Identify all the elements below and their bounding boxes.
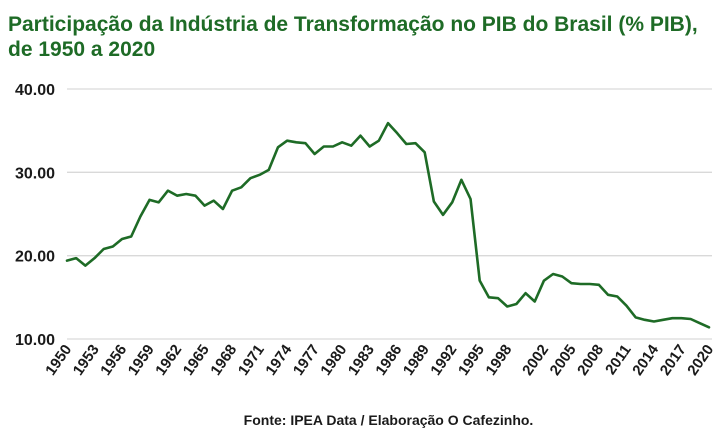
x-tick-label: 2017: [657, 342, 690, 379]
y-tick-label: 40.00: [15, 82, 55, 99]
x-tick-label: 2011: [602, 342, 635, 378]
series-line-0: [65, 121, 711, 329]
x-tick-label: 2005: [547, 342, 580, 379]
x-tick-label: 1986: [372, 342, 405, 379]
x-tick-label: 2014: [629, 341, 662, 379]
x-tick-label: 1980: [317, 342, 350, 379]
gridlines: [67, 88, 712, 340]
chart-title: Participação da Indústria de Transformaç…: [8, 13, 698, 61]
series-layer: [65, 121, 711, 329]
y-tick-label: 30.00: [15, 165, 55, 182]
x-tick-label: 1956: [97, 342, 130, 379]
y-axis-tick-labels: 10.00 20.00 30.00 40.00: [15, 82, 55, 349]
x-tick-label: 1983: [345, 342, 378, 379]
y-tick-label: 10.00: [15, 332, 55, 349]
x-tick-label: 2002: [519, 342, 552, 379]
x-tick-label: 1953: [70, 342, 103, 379]
y-tick-label: 20.00: [15, 249, 55, 266]
x-tick-label: 1998: [482, 342, 515, 379]
source-note: Fonte: IPEA Data / Elaboração O Cafezinh…: [243, 412, 534, 428]
x-tick-label: 1977: [290, 342, 323, 379]
x-tick-label: 1995: [455, 342, 488, 379]
x-axis-tick-labels: 1950195319561959196219651968197119741977…: [42, 341, 717, 379]
x-tick-label: 1989: [400, 342, 433, 379]
x-tick-label: 1974: [262, 341, 295, 379]
x-tick-label: 1968: [207, 342, 240, 379]
x-tick-label: 1971: [235, 342, 268, 379]
x-tick-label: 2020: [684, 342, 717, 379]
x-tick-label: 1959: [125, 342, 158, 379]
x-tick-label: 1965: [180, 342, 213, 379]
x-tick-label: 1962: [152, 342, 185, 379]
x-tick-label: 1992: [427, 342, 460, 379]
x-tick-label: 2008: [574, 342, 607, 379]
